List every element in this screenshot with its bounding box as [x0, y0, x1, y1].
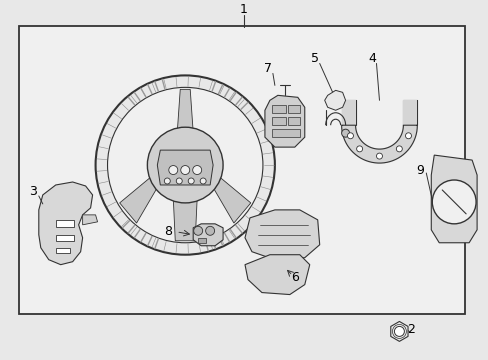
Polygon shape	[39, 182, 92, 265]
Circle shape	[396, 146, 402, 152]
Text: 9: 9	[415, 163, 424, 176]
Circle shape	[95, 75, 274, 255]
Polygon shape	[390, 321, 407, 341]
Polygon shape	[264, 95, 304, 147]
Circle shape	[341, 129, 349, 137]
Circle shape	[205, 226, 214, 235]
Bar	[56, 235, 74, 241]
Bar	[198, 238, 206, 243]
Bar	[287, 117, 299, 125]
Polygon shape	[177, 89, 193, 132]
Polygon shape	[244, 255, 309, 294]
Bar	[287, 105, 299, 113]
Bar	[271, 105, 285, 113]
Circle shape	[200, 178, 206, 184]
Polygon shape	[157, 150, 213, 185]
Bar	[271, 117, 285, 125]
Circle shape	[188, 178, 194, 184]
Circle shape	[181, 166, 189, 175]
Circle shape	[356, 146, 362, 152]
Text: 5: 5	[310, 52, 318, 65]
Text: 6: 6	[290, 271, 298, 284]
Polygon shape	[173, 198, 197, 241]
Polygon shape	[403, 100, 416, 125]
Bar	[56, 220, 74, 227]
Bar	[56, 248, 69, 253]
Text: 7: 7	[264, 62, 271, 75]
Polygon shape	[341, 125, 416, 163]
Polygon shape	[193, 224, 223, 246]
Circle shape	[347, 133, 353, 139]
Polygon shape	[214, 178, 250, 223]
Circle shape	[107, 87, 263, 243]
Bar	[19, 26, 464, 315]
Polygon shape	[244, 210, 319, 260]
Circle shape	[164, 178, 170, 184]
Polygon shape	[120, 178, 156, 223]
Circle shape	[394, 327, 404, 336]
Circle shape	[193, 226, 202, 235]
Polygon shape	[430, 155, 476, 243]
Circle shape	[192, 166, 201, 175]
Text: 2: 2	[407, 323, 414, 336]
Circle shape	[376, 153, 382, 159]
Circle shape	[431, 180, 475, 224]
Polygon shape	[82, 215, 98, 225]
Text: 8: 8	[164, 225, 172, 238]
Polygon shape	[341, 100, 355, 125]
Circle shape	[168, 166, 178, 175]
Text: 4: 4	[368, 52, 376, 65]
Text: 1: 1	[240, 3, 247, 16]
Circle shape	[147, 127, 223, 203]
Circle shape	[176, 178, 182, 184]
Text: 3: 3	[29, 185, 37, 198]
Bar	[271, 129, 299, 137]
Circle shape	[405, 133, 410, 139]
Polygon shape	[324, 90, 345, 110]
